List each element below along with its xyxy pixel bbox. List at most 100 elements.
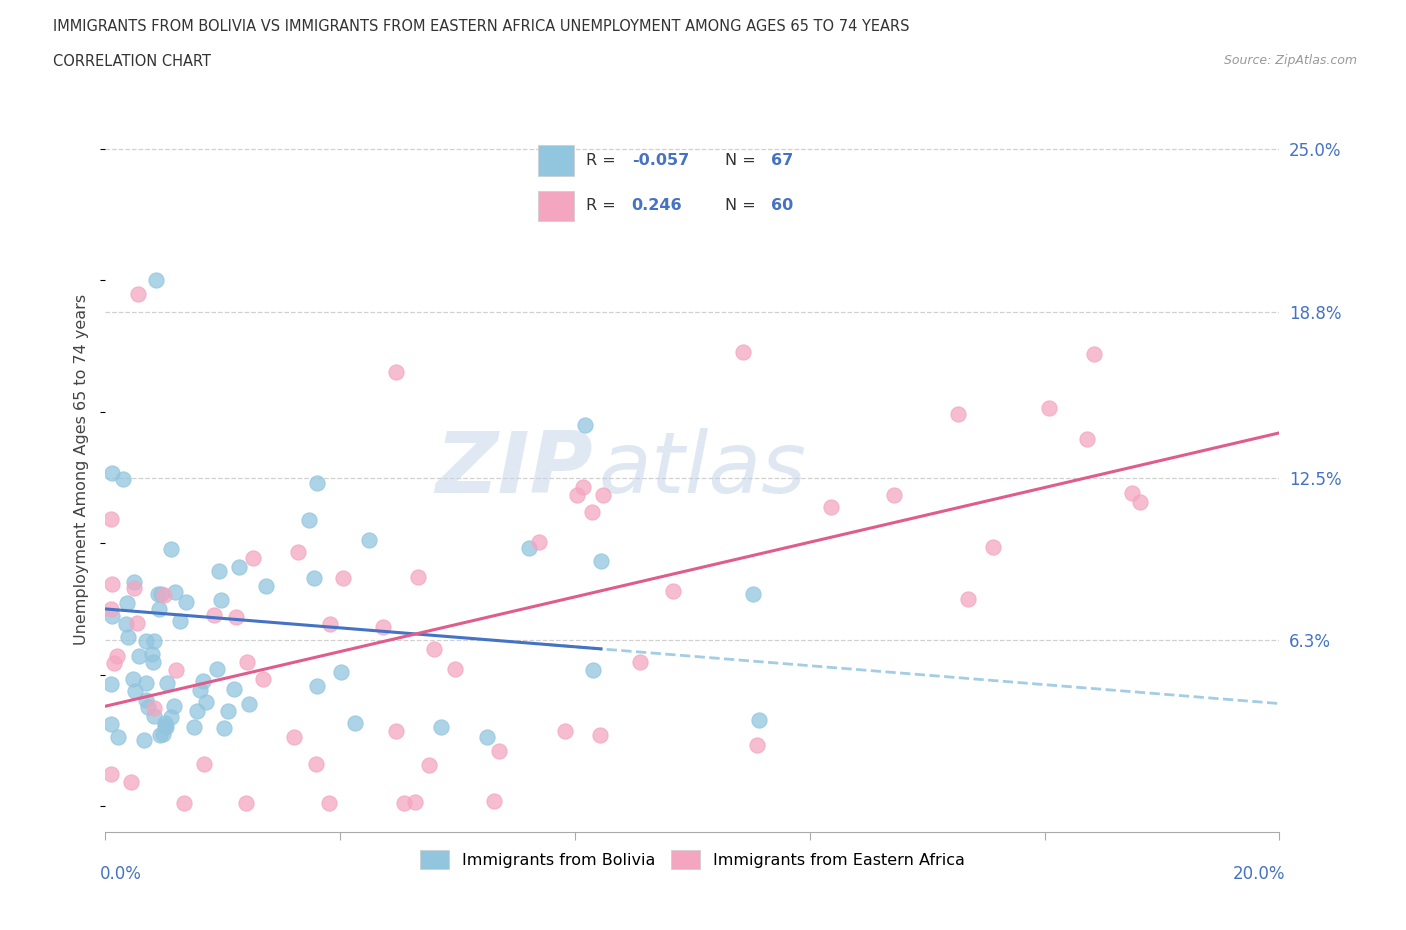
Point: [202, 607, 225, 622]
Point: [252, 671, 274, 686]
Point: [574, 418, 596, 432]
Point: [731, 344, 754, 359]
Point: [173, 796, 195, 811]
Point: [165, 663, 187, 678]
Point: [343, 716, 366, 731]
Point: [371, 619, 394, 634]
Point: [153, 718, 176, 733]
Point: [318, 796, 340, 811]
Point: [628, 655, 651, 670]
Point: [224, 682, 246, 697]
Point: [169, 613, 191, 628]
Point: [406, 570, 429, 585]
Point: [100, 512, 122, 526]
Point: [156, 676, 179, 691]
Y-axis label: Unemployment Among Ages 65 to 74 years: Unemployment Among Ages 65 to 74 years: [75, 294, 90, 645]
Point: [136, 700, 159, 715]
Point: [883, 488, 905, 503]
Point: [283, 730, 305, 745]
Point: [111, 472, 134, 486]
Point: [488, 744, 510, 759]
Point: [581, 505, 603, 520]
Text: ZIP: ZIP: [434, 428, 593, 512]
Point: [152, 587, 174, 602]
Point: [207, 661, 229, 676]
Point: [477, 730, 499, 745]
Point: [385, 365, 408, 379]
Point: [529, 534, 551, 549]
Point: [101, 466, 124, 481]
Point: [120, 775, 142, 790]
Text: 0.0%: 0.0%: [100, 865, 142, 883]
Point: [1038, 400, 1060, 415]
Point: [193, 757, 215, 772]
Point: [254, 578, 277, 593]
Point: [318, 617, 340, 631]
Point: [235, 796, 257, 811]
Point: [162, 699, 184, 714]
Point: [392, 796, 415, 811]
Point: [304, 757, 326, 772]
Text: Source: ZipAtlas.com: Source: ZipAtlas.com: [1223, 54, 1357, 67]
Point: [572, 480, 595, 495]
Point: [127, 616, 149, 631]
Point: [307, 678, 329, 693]
Point: [142, 654, 165, 669]
Point: [948, 406, 970, 421]
Point: [742, 586, 765, 601]
Point: [186, 703, 208, 718]
Point: [591, 554, 613, 569]
Point: [287, 545, 309, 560]
Point: [957, 591, 980, 606]
Point: [148, 587, 170, 602]
Point: [143, 700, 166, 715]
Point: [430, 720, 453, 735]
Point: [820, 499, 842, 514]
Point: [165, 585, 187, 600]
Text: 20.0%: 20.0%: [1233, 865, 1285, 883]
Point: [214, 721, 236, 736]
Point: [589, 727, 612, 742]
Point: [141, 647, 163, 662]
Point: [418, 758, 440, 773]
Point: [100, 676, 122, 691]
Text: CORRELATION CHART: CORRELATION CHART: [53, 54, 211, 69]
Point: [122, 671, 145, 686]
Point: [127, 286, 149, 301]
Point: [191, 673, 214, 688]
Point: [1121, 485, 1143, 500]
Point: [135, 676, 157, 691]
Text: atlas: atlas: [599, 428, 807, 512]
Point: [554, 724, 576, 738]
Point: [183, 720, 205, 735]
Point: [444, 661, 467, 676]
Point: [242, 551, 264, 565]
Point: [592, 487, 614, 502]
Point: [153, 716, 176, 731]
Point: [149, 586, 172, 601]
Point: [100, 767, 122, 782]
Point: [662, 584, 685, 599]
Point: [582, 663, 605, 678]
Text: IMMIGRANTS FROM BOLIVIA VS IMMIGRANTS FROM EASTERN AFRICA UNEMPLOYMENT AMONG AGE: IMMIGRANTS FROM BOLIVIA VS IMMIGRANTS FR…: [53, 19, 910, 33]
Point: [132, 732, 155, 747]
Point: [100, 602, 122, 617]
Point: [423, 642, 446, 657]
Legend: Immigrants from Bolivia, Immigrants from Eastern Africa: Immigrants from Bolivia, Immigrants from…: [413, 844, 972, 875]
Point: [159, 541, 181, 556]
Point: [238, 697, 260, 711]
Point: [332, 570, 354, 585]
Point: [519, 540, 541, 555]
Point: [135, 634, 157, 649]
Point: [105, 648, 128, 663]
Point: [107, 729, 129, 744]
Point: [302, 571, 325, 586]
Point: [174, 594, 197, 609]
Point: [148, 602, 170, 617]
Point: [101, 577, 124, 591]
Point: [404, 795, 426, 810]
Point: [1129, 494, 1152, 509]
Point: [100, 716, 122, 731]
Point: [981, 540, 1004, 555]
Point: [228, 559, 250, 574]
